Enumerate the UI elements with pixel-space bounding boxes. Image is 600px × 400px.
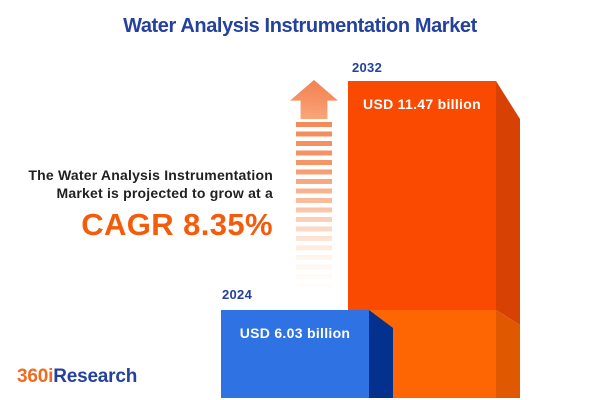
- year-label-2032: 2032: [352, 60, 383, 75]
- brand-logo: 360iResearch: [17, 366, 137, 388]
- bar-2032-side-upper: [496, 81, 520, 325]
- tagline-block: The Water Analysis Instrumentation Marke…: [0, 167, 273, 243]
- bar-2032-front-upper: [348, 81, 496, 310]
- bar-2032-side-lower: [496, 310, 520, 398]
- bar-2024-front: [221, 310, 369, 398]
- year-label-2024: 2024: [222, 287, 253, 302]
- value-label-2024: USD 6.03 billion: [239, 325, 351, 341]
- growth-arrow-stripes: [296, 122, 332, 292]
- brand-logo-360i: 360i: [17, 366, 54, 387]
- brand-logo-research: Research: [53, 366, 138, 387]
- value-label-2032: USD 11.47 billion: [363, 96, 481, 112]
- tagline-line2: Market is projected to grow at a: [56, 184, 273, 201]
- tagline-line1: The Water Analysis Instrumentation: [28, 167, 273, 183]
- page-title: Water Analysis Instrumentation Market: [123, 15, 477, 37]
- cagr-text: CAGR 8.35%: [81, 207, 273, 242]
- bar-2024-side: [369, 310, 393, 398]
